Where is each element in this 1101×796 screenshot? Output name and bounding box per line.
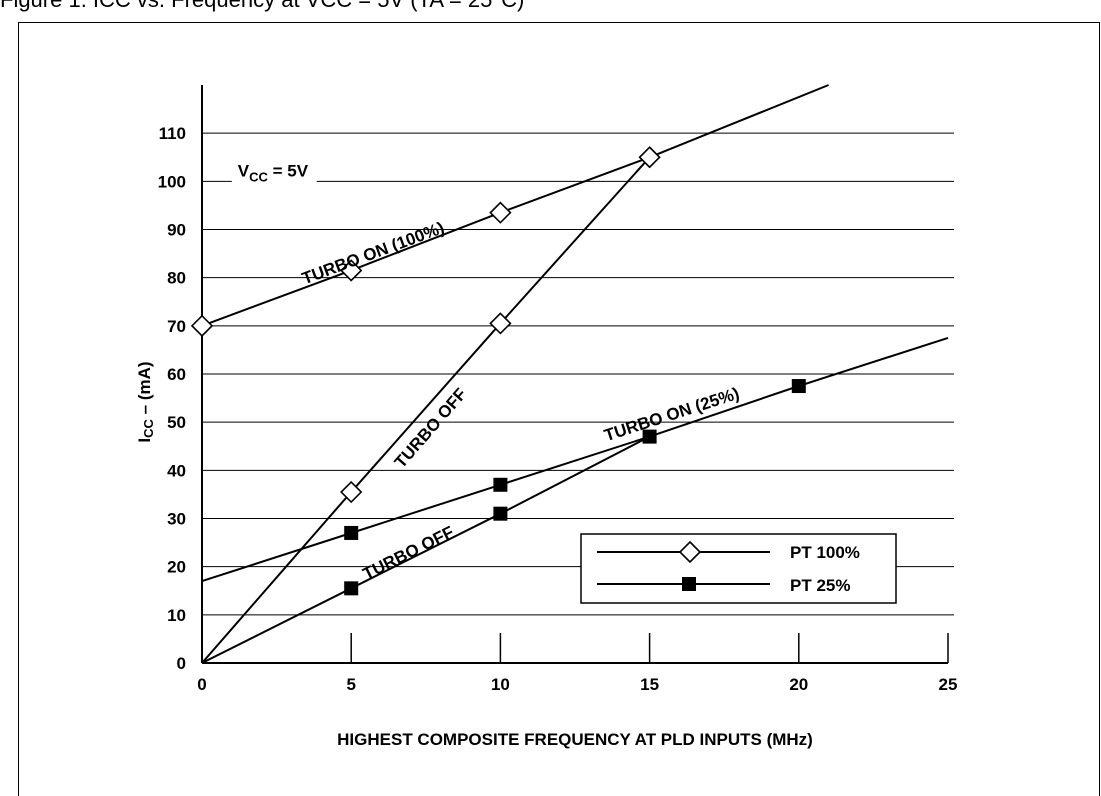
y-tick-label: 90: [167, 221, 186, 240]
y-tick-label: 0: [177, 654, 186, 673]
figure-caption: Figure 1. ICC vs. Frequency at VCC = 5V …: [0, 0, 524, 13]
y-tick-label: 110: [159, 124, 186, 143]
vcc-annotation: VCC = 5V: [231, 159, 317, 187]
x-tick-label: 20: [789, 675, 808, 694]
legend-label-pt100: PT 100%: [790, 543, 860, 562]
diamond-marker: [489, 312, 512, 335]
y-axis-title: ICC – (mA): [135, 361, 156, 442]
x-tick-label: 25: [939, 675, 958, 694]
y-tick-label: 50: [167, 413, 186, 432]
figure-frame: [18, 22, 1100, 796]
vcc-label-main: V: [238, 162, 250, 181]
tick-labels: 0 5 10 15 20 25 0 10 20 30 40 50 60 70 80 90 100 110: [158, 124, 958, 694]
square-marker: [493, 477, 508, 492]
vcc-label-rest: = 5V: [268, 162, 309, 181]
y-tick-label: 60: [167, 365, 186, 384]
vcc-label-sub: CC: [249, 170, 268, 185]
vcc-label: VCC = 5V: [238, 162, 309, 185]
y-tick-label: 20: [167, 558, 186, 577]
legend-label-pt25: PT 25%: [790, 576, 850, 595]
series-annotation: TURBO ON (25%): [602, 384, 742, 445]
series-line-2: [201, 336, 949, 583]
x-axis-title: HIGHEST COMPOSITE FREQUENCY AT PLD INPUT…: [337, 730, 813, 749]
series-annotation: TURBO OFF: [360, 522, 457, 583]
square-marker: [791, 379, 806, 394]
square-marker: [642, 429, 657, 444]
series-line-1: [201, 156, 651, 664]
y-tick-label: 70: [167, 317, 186, 336]
square-marker: [493, 506, 508, 521]
y-tick-label: 10: [167, 606, 186, 625]
x-tick-label: 15: [640, 675, 659, 694]
y-axis-title-main: I: [135, 438, 154, 443]
y-tick-label: 40: [167, 461, 186, 480]
y-axis-title-sub: CC: [141, 418, 156, 437]
diamond-marker: [340, 480, 363, 504]
square-marker: [344, 525, 359, 540]
series-lines: [201, 84, 949, 664]
series-annotation: TURBO OFF: [391, 385, 471, 472]
series-markers: [190, 146, 806, 596]
series-line-0: [201, 84, 829, 327]
legend: PT 100% PT 25%: [580, 533, 897, 604]
legend-box: [580, 533, 897, 604]
diamond-marker: [190, 314, 214, 337]
diamond-marker: [340, 259, 363, 282]
x-tick-label: 0: [197, 675, 206, 694]
square-marker: [344, 581, 359, 596]
y-tick-label: 80: [167, 269, 186, 288]
legend-marker-diamond: [678, 540, 702, 564]
x-tick-label: 10: [491, 675, 510, 694]
diamond-marker: [638, 146, 661, 169]
y-tick-label: 30: [167, 510, 186, 529]
series-line-3: [201, 435, 651, 664]
diamond-marker: [489, 201, 512, 224]
axes: [201, 85, 949, 664]
x-tick-label: 5: [346, 675, 355, 694]
y-tick-label: 100: [158, 172, 186, 191]
legend-marker-square: [682, 577, 696, 591]
y-axis-title-rest: – (mA): [135, 361, 154, 419]
